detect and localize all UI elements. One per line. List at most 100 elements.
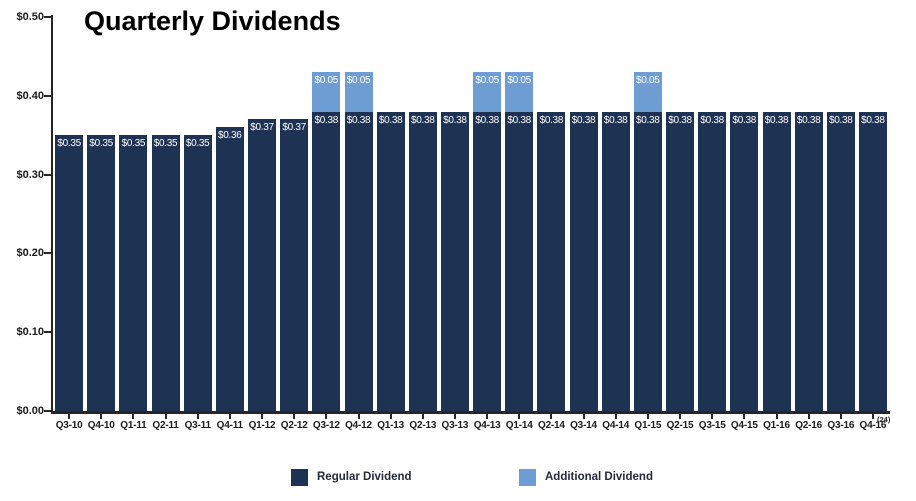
x-tick-label: Q3-12: [312, 420, 340, 431]
regular-dividend-value-label: $0.38: [411, 114, 435, 126]
regular-dividend-bar: [312, 111, 341, 411]
additional-dividend-swatch: [519, 469, 536, 486]
x-tick-label: Q3-11: [184, 420, 211, 431]
y-axis-tick: [44, 16, 51, 18]
x-axis-tick: [132, 413, 135, 419]
regular-dividend-bar: [215, 127, 244, 411]
regular-dividend-bar: [119, 135, 148, 411]
x-axis-tick: [357, 413, 360, 419]
x-axis-tick: [164, 413, 167, 419]
regular-dividend-bar: [601, 111, 630, 411]
y-tick-label: $0.40: [16, 89, 44, 102]
additional-dividend-value-label: $0.05: [314, 75, 339, 87]
regular-dividend-bar: [569, 111, 598, 411]
legend: Regular Dividend Additional Dividend: [0, 469, 916, 491]
chart-title: Quarterly Dividends: [84, 6, 341, 36]
y-tick-label: $0.00: [16, 405, 44, 417]
x-axis-tick: [711, 413, 714, 419]
y-axis-tick: [44, 94, 51, 97]
regular-dividend-value-label: $0.35: [121, 138, 146, 150]
x-tick-label: Q4-14: [602, 420, 630, 431]
regular-dividend-bar: [280, 119, 309, 411]
regular-dividend-bar: [794, 111, 823, 411]
regular-dividend-bar: [666, 111, 694, 411]
x-axis-tick: [839, 413, 842, 419]
x-axis-tick: [743, 413, 746, 419]
regular-dividend-value-label: $0.38: [475, 114, 499, 126]
additional-dividend-bar: [344, 72, 373, 112]
regular-dividend-value-label: $0.37: [250, 122, 274, 134]
x-tick-label: Q3-14: [570, 420, 597, 431]
regular-dividend-value-label: $0.38: [668, 114, 692, 126]
x-tick-label: Q1-15: [634, 420, 662, 431]
x-tick-label: Q3-16: [827, 420, 855, 431]
x-tick-label: Q2-11: [152, 420, 179, 431]
regular-dividend-bar: [183, 135, 212, 411]
regular-dividend-bar: [55, 135, 84, 411]
x-tick-label: Q2-14: [537, 420, 565, 431]
regular-dividend-bar: [87, 135, 116, 411]
additional-dividend-bar: [633, 72, 662, 112]
y-axis-tick: [44, 410, 51, 412]
regular-dividend-value-label: $0.36: [218, 130, 242, 142]
x-tick-label: Q3-13: [441, 420, 469, 431]
y-tick-label: $0.20: [16, 247, 44, 260]
regular-dividend-bar: [633, 111, 662, 411]
y-axis-tick: [44, 252, 51, 255]
x-axis-tick: [871, 413, 874, 419]
x-tick-label: Q1-14: [505, 420, 533, 431]
x-tick-label: Q3-15: [698, 420, 726, 431]
regular-dividend-bar: [537, 111, 566, 411]
x-axis-tick: [228, 413, 231, 419]
regular-dividend-value-label: $0.38: [603, 114, 628, 126]
regular-dividend-value-label: $0.38: [346, 114, 371, 126]
regular-dividend-value-label: $0.38: [539, 114, 564, 126]
regular-dividend-bar: [440, 111, 469, 411]
x-axis: [51, 411, 890, 414]
regular-dividend-bar: [762, 111, 791, 411]
x-axis-tick: [196, 413, 199, 419]
additional-dividend-bar: [312, 72, 341, 112]
x-axis-tick: [518, 413, 521, 419]
regular-dividend-value-label: $0.35: [89, 138, 113, 150]
x-tick-label: Q4-15: [730, 420, 758, 431]
additional-dividend-value-label: $0.05: [475, 75, 499, 87]
x-axis-tick: [775, 413, 778, 419]
regular-dividend-value-label: $0.35: [153, 138, 178, 150]
regular-dividend-bar: [505, 111, 534, 411]
regular-dividend-bar: [473, 111, 502, 411]
x-axis-tick: [550, 413, 553, 419]
legend-label-additional-dividend: Additional Dividend: [545, 471, 653, 483]
x-axis-tick: [582, 413, 585, 419]
x-tick-label: Q1-11: [120, 420, 147, 431]
regular-dividend-bar: [248, 119, 276, 411]
additional-dividend-value-label: $0.05: [346, 75, 371, 87]
x-axis-tick: [679, 413, 681, 419]
regular-dividend-value-label: $0.38: [700, 114, 724, 126]
legend-item-regular-dividend: Regular Dividend: [291, 469, 412, 486]
regular-dividend-value-label: $0.38: [764, 114, 789, 126]
additional-dividend-bar: [473, 72, 502, 112]
x-axis-tick: [807, 413, 810, 419]
regular-dividend-value-label: $0.35: [185, 138, 210, 150]
x-tick-label: Q2-15: [666, 420, 694, 431]
regular-dividend-bar: [344, 111, 373, 411]
regular-dividend-value-label: $0.38: [571, 114, 596, 126]
x-tick-label: Q1-13: [377, 420, 404, 431]
regular-dividend-value-label: $0.38: [861, 114, 885, 126]
x-axis-tick: [261, 413, 263, 419]
additional-dividend-bar: [505, 72, 534, 112]
legend-label-regular-dividend: Regular Dividend: [317, 471, 412, 483]
y-axis-tick: [44, 331, 51, 334]
y-tick-label: $0.50: [16, 11, 44, 23]
regular-dividend-bar: [826, 111, 855, 411]
y-axis: [51, 15, 53, 413]
x-tick-label: Q2-16: [795, 420, 822, 431]
y-tick-label: $0.30: [16, 168, 44, 181]
x-axis-tick: [614, 413, 617, 419]
regular-dividend-value-label: $0.38: [732, 114, 757, 126]
x-axis-tick: [486, 413, 489, 419]
x-tick-label: Q2-13: [409, 420, 437, 431]
x-axis-tick: [100, 413, 103, 419]
